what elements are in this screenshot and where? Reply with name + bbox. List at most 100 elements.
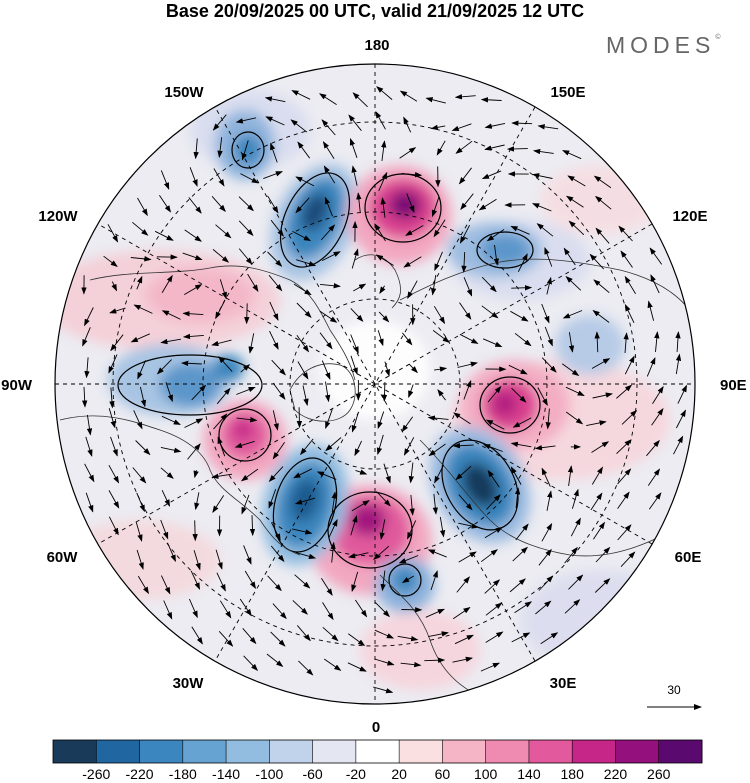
wind-vector	[322, 141, 335, 160]
wind-vector	[268, 274, 283, 292]
wind-vector	[292, 600, 308, 615]
wind-vector	[506, 146, 528, 152]
wind-vector	[537, 124, 559, 130]
wind-vector	[352, 92, 368, 108]
wind-vector	[191, 626, 203, 645]
wind-vector	[85, 492, 94, 513]
greenland	[289, 363, 356, 422]
wind-vector	[436, 140, 446, 156]
wind-vector	[403, 256, 422, 268]
colorbar-swatch	[572, 740, 616, 763]
wind-vector	[586, 420, 607, 427]
wind-vector	[428, 631, 449, 638]
wind-vector	[407, 520, 417, 540]
wind-vector	[512, 417, 532, 428]
wind-vector	[217, 137, 223, 158]
wind-vector	[247, 273, 259, 292]
wind-vector	[565, 411, 584, 425]
wind-vector	[424, 657, 446, 663]
wind-vector	[319, 93, 337, 105]
colorbar-tick-label: 220	[604, 766, 628, 782]
modes-logo: MODES©	[606, 32, 721, 59]
wind-vector	[458, 494, 473, 511]
wind-vector	[511, 285, 533, 291]
colorbar-tick-label: -60	[302, 766, 322, 782]
wind-vector	[297, 141, 311, 159]
lon-label-120w: 120W	[38, 208, 78, 225]
wind-vector	[242, 628, 257, 645]
wind-vector	[485, 602, 503, 616]
wind-vector	[544, 247, 553, 267]
wind-vector	[592, 309, 610, 323]
wind-vector	[215, 224, 232, 239]
wind-vector	[160, 170, 170, 190]
wind-vector	[272, 441, 285, 460]
reference-vector: 30	[647, 683, 702, 710]
reference-vector-label: 30	[667, 683, 681, 697]
wind-vector	[595, 195, 612, 210]
wind-vector	[86, 414, 93, 436]
wind-vector	[321, 578, 333, 596]
wind-vector	[402, 332, 413, 346]
wind-vector	[510, 441, 532, 448]
wind-vector	[135, 521, 143, 542]
wind-vector	[617, 491, 630, 509]
meridian-line	[214, 106, 536, 662]
wind-vector	[244, 570, 256, 589]
wind-vector	[167, 542, 176, 563]
colorbar-swatch	[139, 740, 184, 763]
wind-vector	[84, 307, 94, 327]
wind-vector	[320, 283, 341, 289]
wind-vector	[452, 443, 474, 449]
wind-vector	[401, 575, 414, 583]
wind-vector	[544, 326, 553, 347]
wind-vector	[324, 381, 331, 403]
contour-line	[117, 354, 263, 416]
wind-vector	[510, 466, 522, 485]
wind-vector	[108, 490, 120, 509]
wind-vector	[215, 300, 226, 320]
coastline	[59, 415, 301, 556]
wind-vector	[535, 600, 552, 615]
wind-vector	[372, 686, 394, 694]
wind-vector	[269, 330, 279, 350]
colorbar-swatch	[269, 740, 314, 763]
wind-vector	[218, 356, 233, 372]
wind-vector	[291, 90, 311, 100]
colorbar-swatch	[442, 740, 487, 763]
wind-vector	[356, 192, 362, 214]
wind-vector	[188, 197, 202, 214]
anomaly-high	[233, 420, 253, 440]
anomaly-low	[212, 354, 244, 382]
wind-vector	[374, 601, 390, 618]
colorbar: -260 -220 -180 -140 -100 -60 -20 20 60 100 140 180 2…	[52, 739, 703, 782]
wind-vector	[135, 440, 151, 456]
wind-vector	[108, 464, 120, 484]
wind-vector	[568, 574, 584, 590]
wind-vector	[184, 418, 204, 428]
wind-vector	[373, 545, 390, 560]
coastline	[399, 258, 695, 331]
wind-vector	[563, 247, 576, 266]
coastline	[89, 265, 356, 381]
lon-label-60e: 60E	[675, 549, 702, 566]
wind-vector	[295, 176, 315, 187]
wind-vector	[564, 599, 581, 614]
wind-vector	[565, 386, 585, 397]
wind-vector	[589, 253, 605, 270]
wind-vector	[485, 419, 505, 430]
wind-vector	[234, 440, 255, 448]
wind-vector	[532, 173, 553, 179]
wind-vector	[509, 578, 526, 593]
wind-vector	[453, 412, 471, 425]
wind-vector	[514, 332, 532, 347]
wind-vector	[137, 575, 149, 595]
wind-vector	[267, 575, 282, 592]
wind-vector	[216, 572, 226, 592]
wind-vector	[355, 469, 368, 475]
wind-vector	[384, 361, 390, 377]
wind-vector	[188, 598, 198, 619]
wind-vector	[510, 225, 530, 235]
wind-vector	[213, 168, 225, 187]
wind-vector	[620, 250, 633, 268]
